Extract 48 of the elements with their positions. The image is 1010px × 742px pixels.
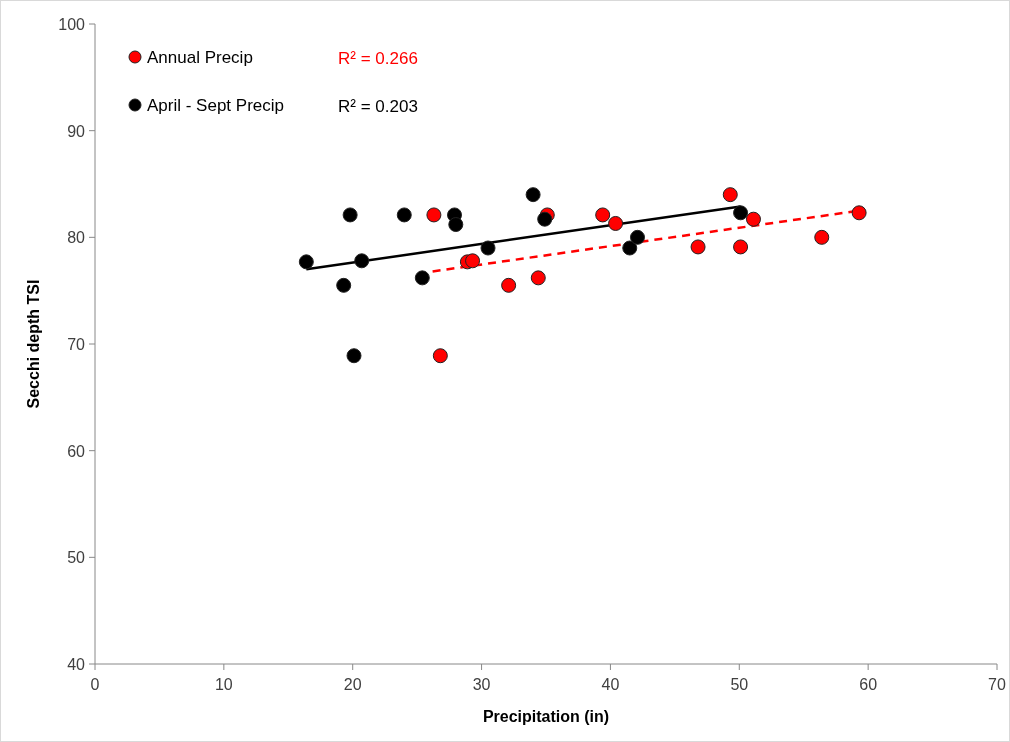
point bbox=[432, 348, 448, 364]
x-tick-label: 60 bbox=[859, 676, 878, 693]
point bbox=[622, 240, 638, 256]
point bbox=[342, 207, 358, 223]
point bbox=[608, 215, 624, 231]
legend-label: April - Sept Precip bbox=[147, 96, 284, 115]
point bbox=[814, 229, 830, 245]
y-tick-label: 80 bbox=[67, 229, 86, 247]
x-tick-label: 0 bbox=[90, 676, 100, 693]
point bbox=[426, 207, 442, 223]
point bbox=[448, 217, 464, 233]
y-tick-label: 50 bbox=[67, 549, 86, 567]
point bbox=[346, 348, 362, 364]
point bbox=[851, 205, 867, 221]
x-tick-label: 10 bbox=[214, 676, 233, 693]
y-axis-title: Secchi depth TSI bbox=[25, 279, 42, 409]
point bbox=[336, 277, 352, 293]
point bbox=[733, 239, 749, 255]
point bbox=[745, 211, 761, 227]
y-tick-label: 100 bbox=[58, 16, 86, 33]
y-tick-label: 60 bbox=[67, 442, 86, 460]
point bbox=[480, 240, 496, 256]
x-axis-title: Precipitation (in) bbox=[482, 708, 610, 725]
point bbox=[537, 211, 553, 227]
point bbox=[396, 207, 412, 223]
x-tick-label: 30 bbox=[472, 676, 491, 693]
x-tick-label: 70 bbox=[988, 676, 1006, 693]
annotation: R² = 0.203 bbox=[338, 97, 418, 116]
point bbox=[501, 277, 517, 293]
annotation: R² = 0.266 bbox=[338, 49, 418, 68]
point bbox=[298, 254, 314, 270]
point bbox=[414, 270, 430, 286]
point bbox=[595, 207, 611, 223]
y-tick-label: 90 bbox=[67, 122, 86, 140]
x-tick-label: 50 bbox=[730, 676, 749, 693]
point bbox=[722, 187, 738, 203]
point bbox=[530, 270, 546, 286]
point bbox=[465, 253, 481, 269]
point bbox=[733, 205, 749, 221]
legend-label: Annual Precip bbox=[147, 48, 253, 67]
y-tick-label: 70 bbox=[67, 336, 86, 353]
point bbox=[629, 229, 645, 245]
point bbox=[690, 239, 706, 255]
y-tick-label: 40 bbox=[67, 656, 86, 673]
point bbox=[354, 253, 370, 269]
x-tick-label: 20 bbox=[343, 676, 362, 693]
point bbox=[525, 187, 541, 203]
x-tick-label: 40 bbox=[601, 676, 620, 693]
